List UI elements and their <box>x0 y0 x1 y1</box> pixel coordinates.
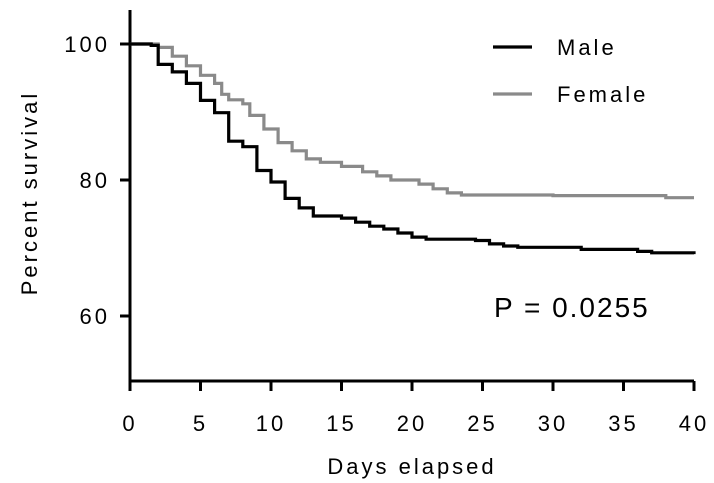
x-tick-label: 20 <box>397 411 427 436</box>
y-tick-label: 100 <box>64 32 110 57</box>
x-tick-label: 25 <box>467 411 497 436</box>
legend-label-female: Female <box>557 82 648 107</box>
x-tick-label: 35 <box>608 411 638 436</box>
x-tick-label: 5 <box>193 411 208 436</box>
x-axis-title: Days elapsed <box>327 454 496 479</box>
x-tick-label: 10 <box>256 411 286 436</box>
ticks: 0 5 10 15 20 25 30 35 40 60 80 100 <box>64 32 709 436</box>
x-tick-label: 15 <box>326 411 356 436</box>
x-tick-label: 0 <box>122 411 137 436</box>
legend: Male Female <box>493 35 648 107</box>
y-tick-label: 60 <box>80 304 110 329</box>
p-value-annotation: P = 0.0255 <box>494 292 650 323</box>
x-tick-label: 30 <box>538 411 568 436</box>
series-line-male <box>130 42 696 255</box>
y-tick-label: 80 <box>80 168 110 193</box>
x-tick-label: 40 <box>679 411 709 436</box>
series-group <box>130 42 696 255</box>
legend-label-male: Male <box>557 35 617 60</box>
y-axis-title: Percent survival <box>17 91 42 296</box>
series-line-female <box>130 42 694 200</box>
